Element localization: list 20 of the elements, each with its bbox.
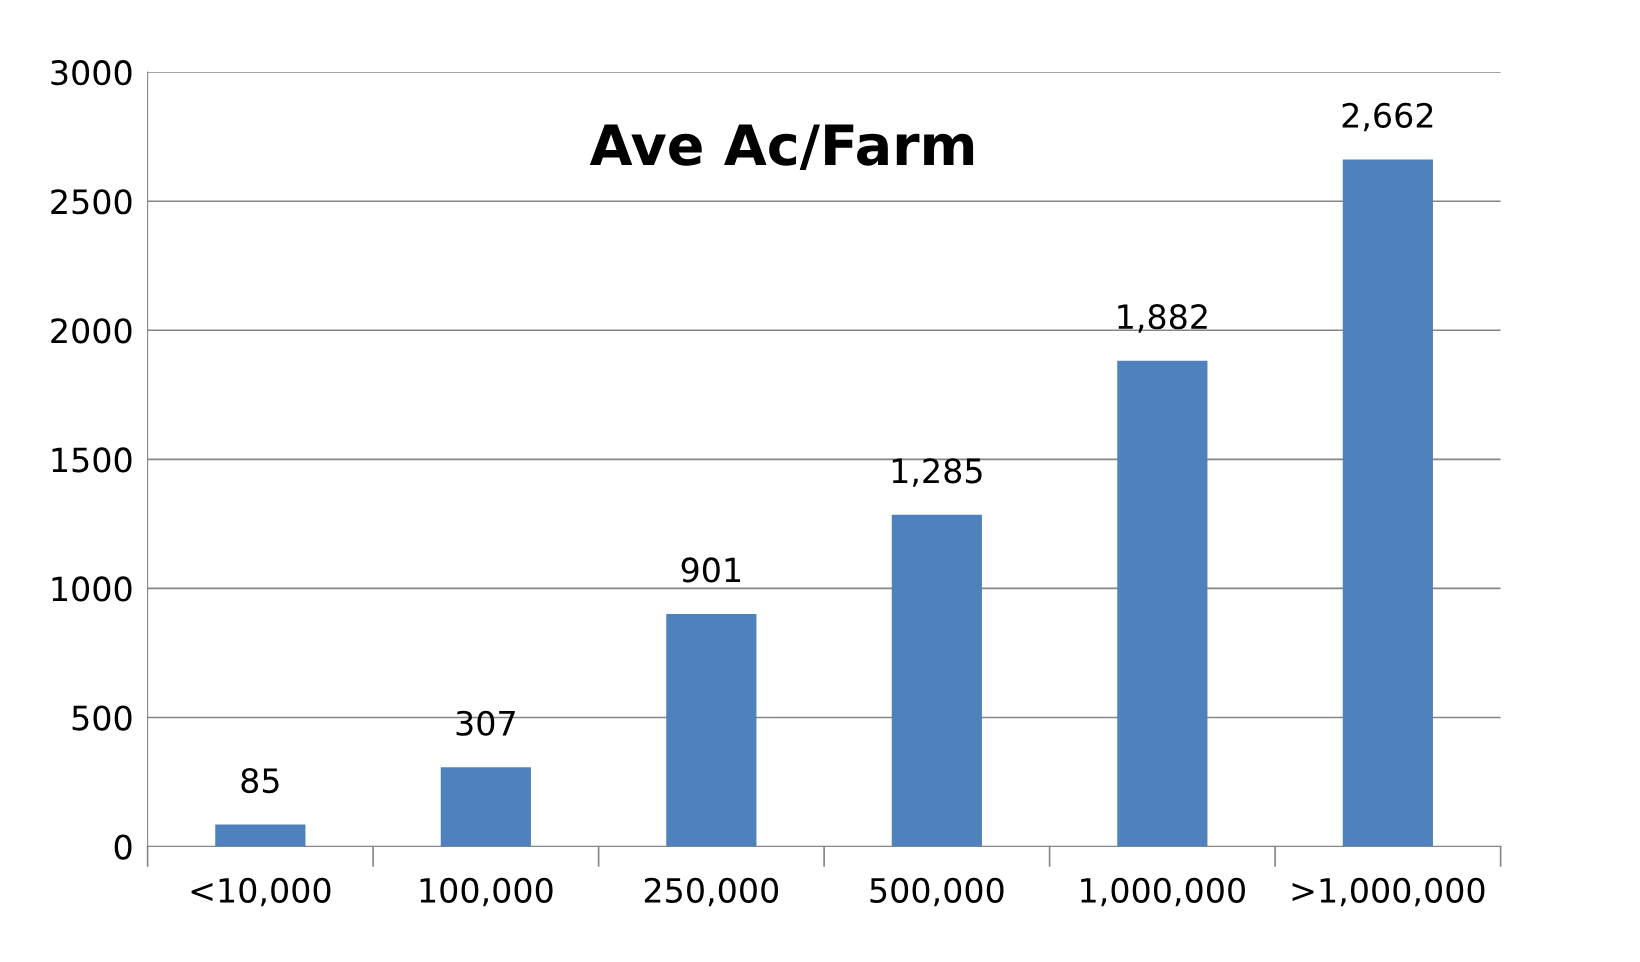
x-tick-label: 100,000 bbox=[420, 877, 553, 907]
x-tick-label: <10,000 bbox=[191, 877, 331, 907]
data-label: 901 bbox=[681, 557, 741, 583]
y-tick-label: 2500 bbox=[51, 189, 132, 215]
y-tick-label: 500 bbox=[72, 705, 132, 731]
x-tick-label: >1,000,000 bbox=[1292, 877, 1485, 907]
y-tick-label: 1000 bbox=[52, 576, 132, 602]
y-tick-label: 1500 bbox=[52, 447, 132, 473]
x-tick-label: 250,000 bbox=[644, 877, 779, 907]
x-tick-label: 1,000,000 bbox=[1081, 877, 1245, 907]
y-tick-label: 3000 bbox=[51, 60, 132, 86]
data-label: 307 bbox=[456, 710, 515, 736]
data-label: 85 bbox=[241, 767, 279, 794]
y-tick-label: 2000 bbox=[51, 318, 132, 344]
x-tick-label: 500,000 bbox=[870, 877, 1004, 907]
data-label: 1,882 bbox=[1118, 304, 1207, 333]
text: Ave Ac/Farm bbox=[589, 124, 974, 171]
data-label: 2,662 bbox=[1342, 102, 1433, 132]
y-tick-label: 0 bbox=[114, 834, 132, 860]
data-label: 1,285 bbox=[892, 458, 982, 487]
